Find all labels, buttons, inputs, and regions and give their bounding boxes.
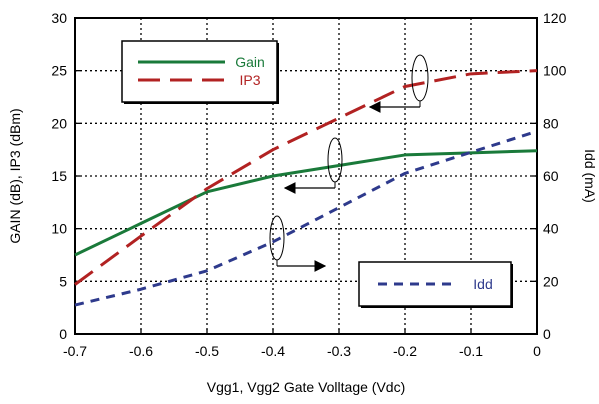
x-tick-label: -0.3 bbox=[327, 343, 351, 359]
y-right-tick-label: 40 bbox=[543, 221, 559, 237]
y-right-tick-label: 20 bbox=[543, 273, 559, 289]
series-line-gain bbox=[74, 149, 538, 257]
legend-label-idd: Idd bbox=[473, 276, 492, 292]
gain-axis-pointer bbox=[283, 137, 343, 194]
x-tick-label: -0.6 bbox=[129, 343, 153, 359]
annotations bbox=[269, 54, 429, 272]
ticks: -0.7 -0.6 -0.5 -0.4 -0.3 -0.2 -0.1 005101520253… bbox=[51, 10, 566, 359]
series-line-idd bbox=[74, 129, 538, 307]
series-line-ip3 bbox=[74, 69, 538, 286]
x-tick-label: -0.4 bbox=[261, 343, 285, 359]
x-tick-label: -0.2 bbox=[393, 343, 417, 359]
y-left-tick-label: 25 bbox=[51, 63, 67, 79]
x-axis-label: Vgg1, Vgg2 Gate Volltage (Vdc) bbox=[207, 379, 405, 395]
legend-gain-ip3-frame bbox=[121, 40, 278, 103]
y-left-tick-label: 30 bbox=[51, 10, 67, 26]
x-tick-label: 0 bbox=[533, 343, 541, 359]
y-left-tick-label: 0 bbox=[59, 326, 67, 342]
y-left-tick-label: 5 bbox=[59, 273, 67, 289]
y-right-tick-label: 80 bbox=[543, 115, 559, 131]
y-left-tick-label: 10 bbox=[51, 221, 67, 237]
y-right-tick-label: 100 bbox=[543, 63, 567, 79]
idd-axis-pointer bbox=[269, 215, 327, 272]
y-axis-left-label: GAIN (dB), IP3 (dBm) bbox=[7, 108, 23, 243]
ip3-axis-pointer-ellipse bbox=[411, 54, 429, 102]
x-tick-label: -0.5 bbox=[195, 343, 219, 359]
y-right-tick-label: 60 bbox=[543, 168, 559, 184]
idd-axis-pointer-ellipse bbox=[269, 215, 285, 261]
y-left-tick-label: 20 bbox=[51, 115, 67, 131]
x-tick-label: -0.1 bbox=[459, 343, 483, 359]
y-right-tick-label: 120 bbox=[543, 10, 567, 26]
ip3-axis-pointer bbox=[368, 54, 429, 113]
legend-label-ip3: IP3 bbox=[239, 72, 260, 88]
x-tick-label: -0.7 bbox=[63, 343, 87, 359]
y-right-tick-label: 0 bbox=[543, 326, 551, 342]
legend-label-gain: Gain bbox=[235, 54, 265, 70]
series bbox=[74, 69, 538, 307]
legends: Gain IP3 Idd bbox=[121, 40, 513, 308]
legend-idd: Idd bbox=[358, 261, 513, 308]
y-left-tick-label: 15 bbox=[51, 168, 67, 184]
y-axis-right-label: Idd (mA) bbox=[582, 149, 598, 203]
legend-gain-ip3: Gain IP3 bbox=[121, 40, 279, 104]
